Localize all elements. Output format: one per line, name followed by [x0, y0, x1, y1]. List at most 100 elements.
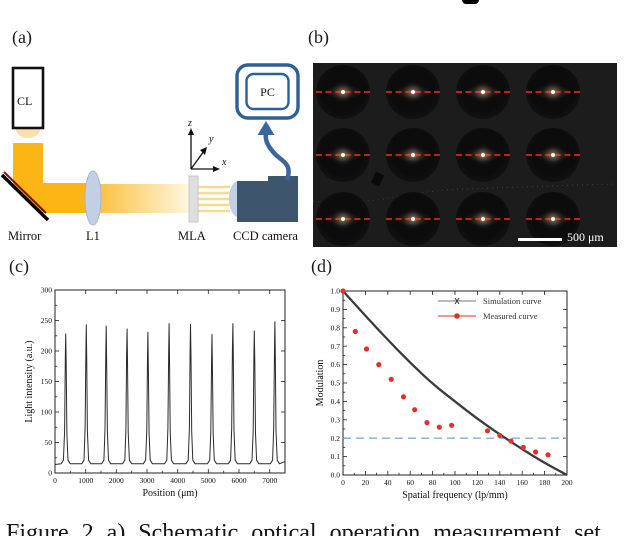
axis-ticks: 0 1000 2000 3000 4000 5000 6000 7000 0 50 100 150 20…: [41, 286, 286, 485]
x-tick-label: 40: [384, 478, 392, 487]
measured-points: [340, 288, 551, 458]
y-tick-label: 200: [41, 347, 53, 356]
mirror-coating: [3, 171, 47, 214]
y-tick-label: 0.1: [331, 452, 341, 461]
y-tick-label: 0.5: [331, 379, 341, 388]
focal-spot: [411, 217, 415, 221]
focal-spot: [551, 90, 555, 94]
focal-spot: [341, 153, 345, 157]
scale-bar-label: 500 μm: [567, 230, 604, 244]
x-tick-label: 100: [449, 478, 461, 487]
y-tick-label: 50: [45, 438, 53, 447]
x-tick-label: 7000: [262, 476, 277, 485]
y-tick-label: 0.4: [331, 397, 341, 406]
x-tick-label: 3000: [140, 476, 155, 485]
y-tick-label: 0.8: [331, 323, 341, 332]
data-cable-arrow: [263, 132, 291, 181]
dust-line: [313, 183, 617, 204]
legend-label: Simulation curve: [483, 296, 542, 306]
focal-spot: [551, 153, 555, 157]
focal-spot: [481, 153, 485, 157]
x-tick-label: 60: [406, 478, 414, 487]
focal-spot: [411, 90, 415, 94]
focal-spot: [341, 217, 345, 221]
focal-spot: [481, 90, 485, 94]
focal-spot: [411, 153, 415, 157]
y-tick-label: 0.7: [331, 342, 341, 351]
pc-text: PC: [260, 85, 275, 99]
y-tick-label: 300: [41, 286, 53, 295]
y-tick-label: 0: [48, 469, 52, 478]
mirror-line: [0, 173, 50, 222]
y-tick-label: 0.2: [331, 434, 341, 443]
beam-faded: [100, 184, 189, 213]
x-tick-label: 20: [362, 478, 370, 487]
x-tick-label: 1000: [78, 476, 93, 485]
z-arrowhead-icon: [188, 128, 194, 135]
pc-monitor-screen: [245, 72, 290, 111]
focal-spot: [551, 217, 555, 221]
x-axis-label: x: [221, 157, 227, 168]
y-tick-label: 100: [41, 408, 53, 417]
ccd-camera-body: [237, 181, 270, 222]
x-tick-label: 160: [517, 478, 529, 487]
intensity-profile-chart: 0 1000 2000 3000 4000 5000 6000 7000 0 50 100 150 20…: [24, 286, 286, 499]
l1-lens: [84, 170, 102, 226]
mla-label: MLA: [178, 229, 206, 243]
simulation-curve: [342, 290, 568, 477]
x-tick-label: 4000: [170, 476, 185, 485]
y-tick-label: 250: [41, 316, 53, 325]
y-tick-label: 1.0: [331, 287, 341, 296]
z-axis-label: z: [187, 118, 192, 129]
y-tick-label: 150: [41, 377, 53, 386]
x-tick-label: 180: [539, 478, 551, 487]
x-tick-label: 200: [561, 478, 573, 487]
legend: Simulation curve Measured curve: [438, 296, 542, 321]
x-tick-label: 120: [472, 478, 484, 487]
microlens-array-image: 500 μm: [313, 63, 617, 247]
x-tick-label: 6000: [232, 476, 247, 485]
panel-d-label: (d): [311, 256, 332, 276]
y-axis-title: Light intensity (a.u.): [24, 340, 35, 422]
panel-b-label: (b): [308, 27, 329, 47]
panel-a-schematic: CL PC z y x: [0, 63, 300, 243]
x-axis-title: Spatial frequency (lp/mm): [402, 490, 508, 501]
focused-rays: [198, 185, 230, 213]
mtf-chart: 0 20 40 60 80 100 120 140 160 180 200 0.0 0.1 0.2 0.3 0…: [315, 287, 573, 501]
y-axis-label: y: [208, 134, 214, 145]
scale-bar: [518, 238, 562, 241]
x-tick-label: 80: [429, 478, 437, 487]
x-tick-label: 0: [53, 476, 57, 485]
y-tick-label: 0.9: [331, 305, 341, 314]
axis-ticks: 0 20 40 60 80 100 120 140 160 180 200 0.0 0.1 0.2 0.3 0…: [331, 287, 573, 487]
collimator-box: [11, 66, 45, 130]
x-tick-label: 0: [341, 478, 345, 487]
y-tick-label: 0.6: [331, 360, 341, 369]
arrowhead-icon: [257, 121, 275, 135]
focal-spot: [341, 90, 345, 94]
mirror-label: Mirror: [8, 229, 42, 243]
x-tick-label: 2000: [109, 476, 124, 485]
legend-label: Measured curve: [483, 311, 538, 321]
focal-spot: [481, 217, 485, 221]
intensity-series: [54, 321, 286, 465]
legend-dot-icon: [454, 313, 460, 319]
x-tick-label: 140: [494, 478, 506, 487]
x-tick-label: 5000: [201, 476, 216, 485]
mla-bar: [188, 175, 199, 223]
x-arrowhead-icon: [213, 166, 220, 172]
panel-c-label: (c): [9, 256, 29, 276]
figure-caption: Figure 2 a) Schematic optical operation …: [6, 520, 601, 536]
ccd-label: CCD camera: [233, 229, 298, 243]
x-axis-title: Position (μm): [142, 488, 197, 499]
cropped-text-artifact: [462, 0, 479, 4]
cl-text: CL: [17, 94, 32, 108]
y-arrowhead-icon: [200, 147, 207, 155]
ccd-camera-back: [268, 176, 298, 222]
l1-label: L1: [86, 229, 100, 243]
axis-triad: [190, 133, 215, 170]
y-tick-label: 0.3: [331, 415, 341, 424]
y-axis-title: Modulation: [315, 360, 326, 407]
y-tick-label: 0.0: [331, 471, 341, 480]
